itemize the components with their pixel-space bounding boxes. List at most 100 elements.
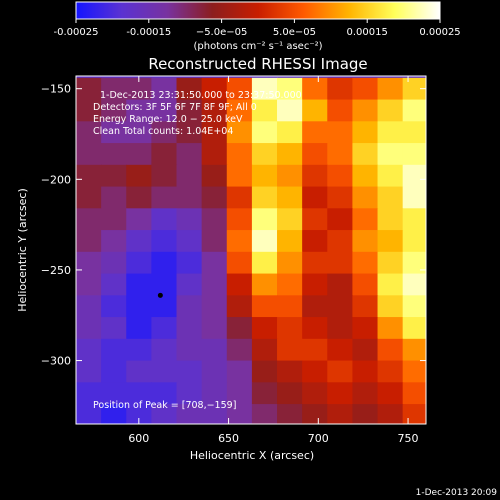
heatmap-cell [126,230,152,253]
heatmap-cell [76,208,102,231]
heatmap-cell [101,273,127,296]
heatmap-cell [402,251,426,275]
heatmap-cell [151,273,178,296]
heatmap-cell [151,338,178,362]
colorbar-ticks: -0.00025 -0.00015 −5.0e−05 5.0e−05 0.00015 0.… [54,19,461,38]
heatmap-cell [101,404,127,424]
heatmap-cell [327,404,354,424]
heatmap-cell [176,164,203,188]
y-tick-label: −150 [41,83,71,96]
heatmap-cell [302,208,328,231]
heatmap-cell [302,230,328,253]
heatmap-cell [327,186,354,209]
heatmap-cell [176,208,203,231]
chart-title: Reconstructed RHESSI Image [148,55,367,73]
heatmap [76,76,426,424]
heatmap-cell [302,186,328,209]
heatmap-cell [302,338,328,362]
heatmap-cell [277,317,303,340]
flare-centroid-marker [157,292,163,298]
y-tick-label: −200 [41,173,71,186]
heatmap-cell [352,360,379,383]
heatmap-cell [327,295,354,318]
heatmap-cell [251,382,278,405]
heatmap-cell [302,382,328,405]
heatmap-cell [76,230,102,253]
heatmap-cell [101,295,127,318]
heatmap-cell [377,382,404,405]
heatmap-cell [402,143,426,166]
heatmap-cell [76,273,102,296]
heatmap-cell [327,208,354,231]
heatmap-cell [226,317,253,340]
x-tick-label: 650 [218,432,239,445]
heatmap-cell [101,186,127,209]
y-axis-label: Heliocentric Y (arcsec) [16,188,29,312]
heatmap-cell [151,317,178,340]
heatmap-cell [76,360,102,383]
heatmap-cell [377,143,404,166]
detectors-label: Detectors: 3F 5F 6F 7F 8F 9F; All 0 [93,102,257,113]
heatmap-cell [327,121,354,144]
heatmap-cell [377,295,404,318]
heatmap-cell [402,360,426,383]
colorbar-tick-label: -0.00025 [54,27,99,38]
heatmap-cell [101,317,127,340]
heatmap-cell [226,121,253,144]
heatmap-cell [151,360,178,383]
heatmap-cell [377,404,404,424]
heatmap-cell [201,317,228,340]
heatmap-cell [176,360,203,383]
heatmap-cell [277,295,303,318]
plot-frame [75,75,427,425]
heatmap-cell [101,251,127,275]
heatmap-cell [251,99,278,122]
clean-counts-label: Clean Total counts: 1.04E+04 [93,126,233,137]
heatmap-cell [352,317,379,340]
heatmap-cell [201,99,228,122]
heatmap-cell [151,164,178,188]
heatmap-cell [277,164,303,188]
heatmap-cell [277,121,303,144]
x-axis-label: Heliocentric X (arcsec) [190,449,314,462]
heatmap-cell [151,77,178,101]
heatmap-cell [126,121,152,144]
heatmap-cell [176,251,203,275]
heatmap-cell [251,317,278,340]
heatmap-cell [126,251,152,275]
heatmap-cell [101,338,127,362]
heatmap-cell [327,317,354,340]
heatmap-cell [377,273,404,296]
heatmap-cell [352,404,379,424]
peak-position-label: Position of Peak = [708,−159] [93,400,236,411]
heatmap-cell [76,338,102,362]
heatmap-cell [377,121,404,144]
x-axis-ticks: 600 650 700 750 [128,76,419,445]
heatmap-cell [201,360,228,383]
heatmap-cell [377,251,404,275]
heatmap-cell [101,164,127,188]
heatmap-cell [251,295,278,318]
heatmap-cell [352,77,379,101]
heatmap-cell [251,77,278,101]
heatmap-cell [126,317,152,340]
heatmap-cell [126,208,152,231]
y-tick-label: −250 [41,264,71,277]
heatmap-cell [226,186,253,209]
heatmap-cell [251,208,278,231]
heatmap-cell [251,360,278,383]
heatmap-cell [76,164,102,188]
heatmap-cell [402,404,426,424]
heatmap-cell [126,404,152,424]
x-tick-label: 600 [128,432,149,445]
heatmap-cell [126,77,152,101]
heatmap-cell [101,360,127,383]
heatmap-cell [302,317,328,340]
heatmap-cell [327,230,354,253]
heatmap-cell [352,164,379,188]
x-tick-label: 700 [308,432,329,445]
heatmap-cell [101,143,127,166]
heatmap-cell [151,99,178,122]
colorbar: -0.00025 -0.00015 −5.0e−05 5.0e−05 0.00015 0.… [54,1,461,52]
